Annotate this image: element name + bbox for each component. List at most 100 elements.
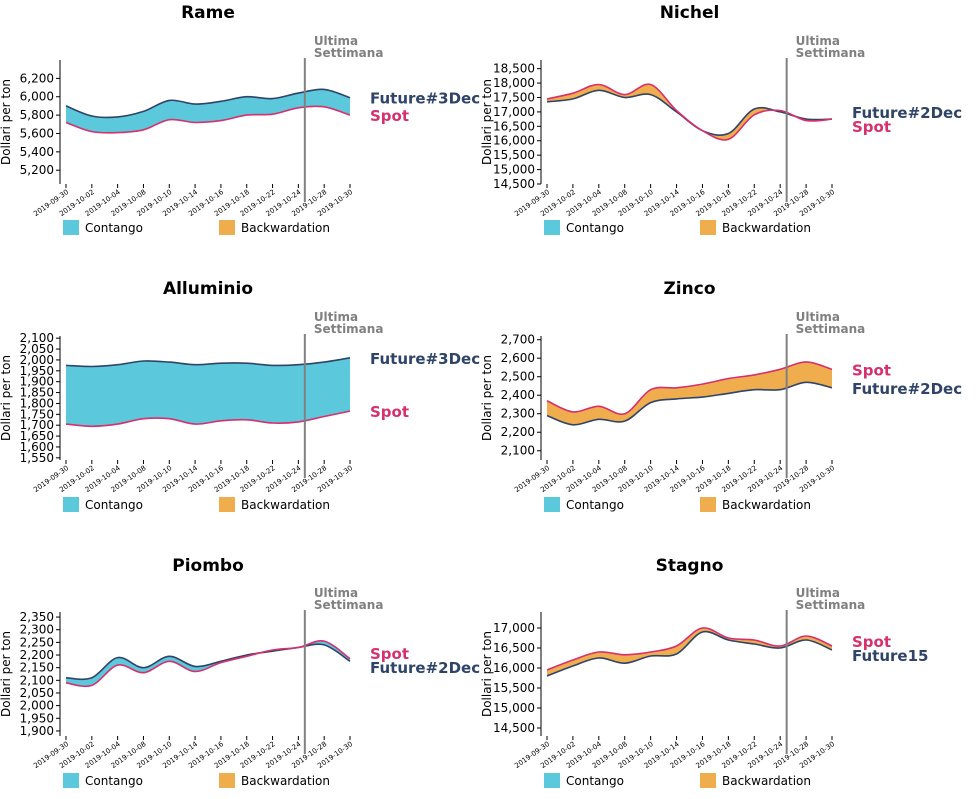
y-tick-label: 16,500 [493, 119, 535, 133]
y-tick-label: 1,850 [20, 386, 54, 400]
ultima-settimana-label: Ultima [796, 310, 840, 324]
legend-label-backwardation: Backwardation [241, 498, 330, 512]
legend-swatch-backwardation [219, 220, 235, 235]
series-line-spot [546, 83, 833, 141]
ultima-settimana-label: Settimana [796, 46, 866, 60]
y-tick-label: 2,200 [501, 425, 535, 439]
y-axis-label: Dollari per ton [480, 355, 494, 441]
y-tick-label: 18,500 [493, 62, 535, 76]
legend-swatch-contango [544, 497, 560, 512]
series-label-spot: Spot [370, 403, 409, 421]
ultima-settimana-label: Settimana [796, 322, 866, 336]
y-tick-label: 1,650 [20, 429, 54, 443]
y-tick-label: 1,600 [20, 440, 54, 454]
contango-area [66, 89, 350, 133]
y-tick-label: 1,800 [20, 396, 54, 410]
legend-label-contango: Contango [85, 774, 143, 788]
series-label-future: Future#3Dec [370, 350, 480, 368]
y-axis-label: Dollari per ton [480, 631, 494, 717]
y-axis-label: Dollari per ton [0, 79, 13, 165]
y-tick-label: 2,100 [20, 331, 54, 345]
legend: Contango Backwardation [63, 773, 330, 788]
ultima-settimana-label: Ultima [314, 586, 358, 600]
chart-alluminio: Alluminio1,5501,6001,6501,7001,7501,8001… [0, 279, 480, 512]
ultima-settimana-label: Settimana [314, 322, 384, 336]
y-tick-label: 17,500 [493, 90, 535, 104]
y-tick-label: 2,050 [20, 342, 54, 356]
legend-label-backwardation: Backwardation [722, 774, 811, 788]
legend-label-backwardation: Backwardation [241, 774, 330, 788]
y-tick-label: 2,300 [501, 407, 535, 421]
y-tick-label: 2,150 [20, 661, 54, 675]
y-tick-label: 1,900 [20, 375, 54, 389]
chart-nichel: Nichel 14,50015,00015,50016,00016,50017,0… [480, 3, 962, 235]
series-line-spot [546, 627, 833, 671]
legend-label-contango: Contango [85, 221, 143, 235]
legend-swatch-backwardation [219, 773, 235, 788]
legend-label-contango: Contango [566, 498, 624, 512]
y-tick-label: 1,900 [20, 724, 54, 738]
chart-rame: Rame 5,200 5,400 5,600 5,800 6,000 6,200 Dollar… [0, 3, 480, 235]
backwardation-area [547, 361, 832, 425]
y-tick-label: 16,000 [493, 134, 535, 148]
y-tick-label: 6,200 [20, 71, 54, 85]
y-tick-label: 5,200 [20, 163, 54, 177]
y-tick-label: 5,600 [20, 126, 54, 140]
series-line-spot [65, 410, 351, 428]
legend-label-contango: Contango [566, 774, 624, 788]
y-tick-label: 17,000 [493, 105, 535, 119]
legend: Contango Backwardation [544, 497, 811, 512]
y-tick-label: 5,800 [20, 108, 54, 122]
y-tick-label: 2,350 [20, 610, 54, 624]
legend: Contango Backwardation [63, 220, 330, 235]
y-tick-label: 2,700 [501, 333, 535, 347]
legend: Contango Backwardation [544, 220, 811, 235]
y-tick-label: 1,550 [20, 451, 54, 465]
series-label-spot: Spot [852, 361, 891, 379]
y-tick-label: 2,300 [20, 623, 54, 637]
series-line-future [65, 643, 351, 681]
y-tick-label: 14,500 [493, 721, 535, 735]
series-line-future [546, 381, 833, 426]
y-tick-label: 2,400 [501, 388, 535, 402]
y-tick-label: 1,700 [20, 418, 54, 432]
chart-zinco: Zinco 2,100 2,200 2,300 2,400 2,500 2,600 2,700… [480, 279, 962, 512]
y-tick-label: 1,950 [20, 364, 54, 378]
legend-swatch-contango [63, 220, 79, 235]
legend-swatch-contango [544, 220, 560, 235]
legend-swatch-contango [63, 497, 79, 512]
chart-title: Nichel [660, 3, 720, 23]
chart-title: Rame [181, 3, 235, 23]
legend-label-contango: Contango [85, 498, 143, 512]
y-tick-label: 2,000 [20, 353, 54, 367]
y-tick-label: 2,100 [501, 444, 535, 458]
ultima-settimana-label: Ultima [796, 34, 840, 48]
y-tick-label: 2,600 [501, 351, 535, 365]
contango-area [66, 357, 350, 427]
y-tick-label: 2,050 [20, 686, 54, 700]
backwardation-area [547, 627, 832, 676]
y-tick-label: 18,000 [493, 76, 535, 90]
y-tick-label: 1,750 [20, 407, 54, 421]
y-tick-label: 2,100 [20, 673, 54, 687]
series-label-future: Future#2Dec [370, 659, 480, 677]
y-tick-label: 16,000 [493, 661, 535, 675]
legend-swatch-backwardation [219, 497, 235, 512]
y-tick-label: 5,400 [20, 145, 54, 159]
y-tick-label: 2,000 [20, 699, 54, 713]
y-tick-label: 17,000 [493, 621, 535, 635]
ultima-settimana-label: Ultima [314, 34, 358, 48]
legend-label-contango: Contango [566, 221, 624, 235]
ultima-settimana-label: Ultima [796, 586, 840, 600]
legend-label-backwardation: Backwardation [722, 221, 811, 235]
legend: Contango Backwardation [63, 497, 330, 512]
y-axis-label: Dollari per ton [0, 631, 13, 717]
series-label-future: Future#3Dec [370, 90, 480, 108]
y-tick-label: 15,000 [493, 701, 535, 715]
legend-swatch-backwardation [700, 220, 716, 235]
ultima-settimana-label: Settimana [796, 598, 866, 612]
legend-label-backwardation: Backwardation [722, 498, 811, 512]
chart-title: Stagno [656, 556, 724, 576]
chart-piombo: Piombo 1,9001,9502,0002,0502,1002,1502,20… [0, 556, 480, 788]
